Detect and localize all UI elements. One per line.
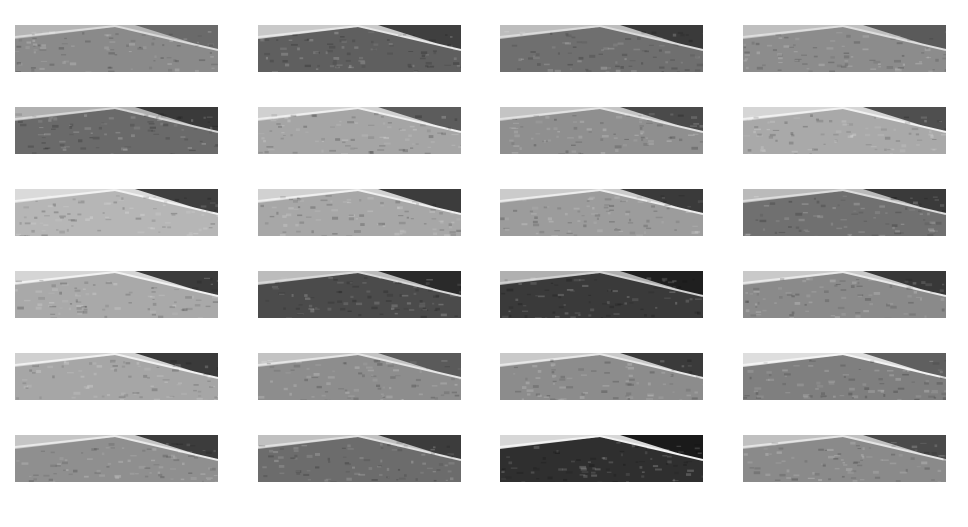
road-image <box>258 271 461 318</box>
road-image <box>500 271 703 318</box>
road-image-tile <box>743 435 946 482</box>
road-image <box>743 271 946 318</box>
road-image <box>500 25 703 72</box>
road-image-tile <box>500 353 703 400</box>
road-image-tile <box>743 271 946 318</box>
road-image-tile <box>15 189 218 236</box>
road-image-tile <box>258 189 461 236</box>
road-image <box>500 107 703 154</box>
road-image-tile <box>500 271 703 318</box>
road-image-tile <box>15 271 218 318</box>
road-image-tile <box>15 25 218 72</box>
road-image-tile <box>258 271 461 318</box>
road-image <box>743 353 946 400</box>
road-image-tile <box>500 107 703 154</box>
image-grid <box>15 25 946 482</box>
road-image-tile <box>743 107 946 154</box>
road-image <box>15 271 218 318</box>
road-image <box>743 107 946 154</box>
road-image-tile <box>258 435 461 482</box>
road-image-tile <box>500 189 703 236</box>
road-image-tile <box>15 435 218 482</box>
road-image-tile <box>15 353 218 400</box>
road-image-tile <box>500 435 703 482</box>
road-image <box>500 353 703 400</box>
road-image <box>15 353 218 400</box>
road-image <box>15 435 218 482</box>
road-image <box>258 25 461 72</box>
road-image-tile <box>258 25 461 72</box>
road-image <box>743 435 946 482</box>
road-image <box>258 107 461 154</box>
road-image <box>15 189 218 236</box>
road-image <box>15 107 218 154</box>
road-image-tile <box>258 107 461 154</box>
road-image <box>15 25 218 72</box>
road-image <box>500 435 703 482</box>
road-image-tile <box>15 107 218 154</box>
road-image <box>743 25 946 72</box>
road-image-tile <box>743 25 946 72</box>
road-image-tile <box>258 353 461 400</box>
road-image-tile <box>500 25 703 72</box>
road-image <box>258 353 461 400</box>
road-image <box>258 435 461 482</box>
road-image-tile <box>743 189 946 236</box>
road-image <box>500 189 703 236</box>
road-image <box>258 189 461 236</box>
road-image <box>743 189 946 236</box>
road-image-tile <box>743 353 946 400</box>
